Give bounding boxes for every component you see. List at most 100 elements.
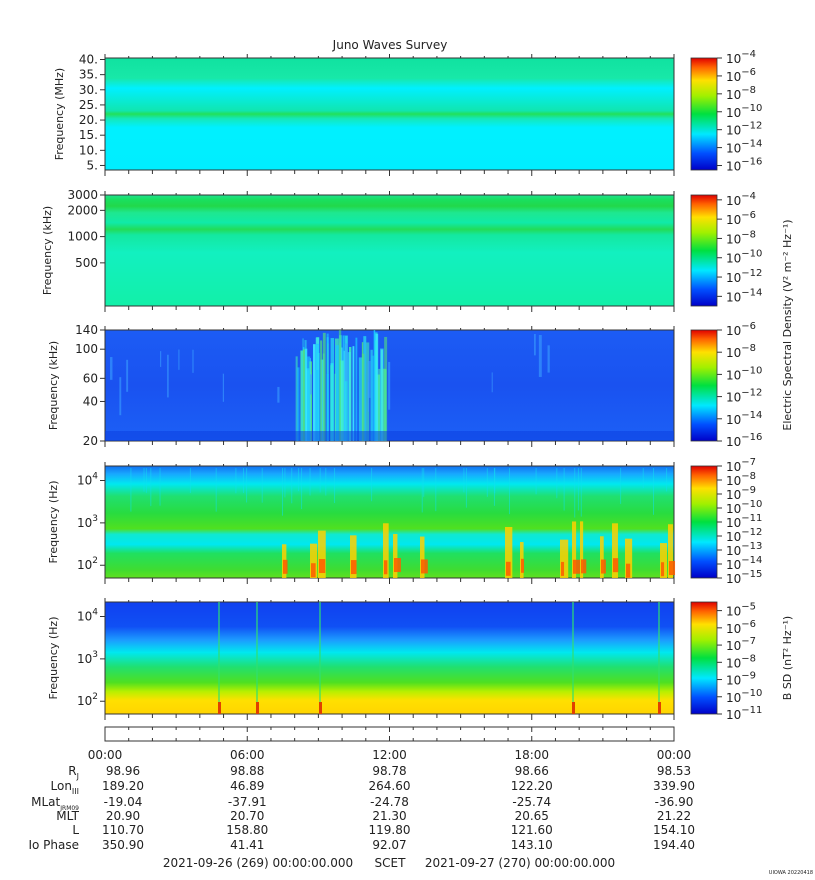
faint-streak <box>119 377 122 416</box>
emission-core <box>506 561 511 576</box>
emission-patch <box>580 521 584 578</box>
spike-base <box>256 702 259 714</box>
hiss-streak <box>334 468 336 504</box>
ephemeris-row-label: Io Phase <box>28 838 79 852</box>
ephemeris-table: RJ 98.96 98.88 98.78 98.66 98.53 LonIII 189.20 4… <box>28 764 695 852</box>
hiss-streak <box>508 468 510 515</box>
hiss-streak <box>423 468 425 497</box>
hiss-streak <box>325 468 327 496</box>
burst-streak <box>317 352 320 441</box>
y-tick-label: 103 <box>77 650 98 666</box>
ephemeris-value: 122.20 <box>511 779 553 793</box>
hiss-streak <box>574 468 576 518</box>
hiss-streak <box>580 468 582 517</box>
y-tick-label: 20 <box>83 434 98 448</box>
y-tick-label: 25. <box>79 98 98 112</box>
ephemeris-value: 21.22 <box>657 809 691 823</box>
y-tick-label: 100 <box>75 342 98 356</box>
hiss-streak <box>159 468 161 506</box>
hiss-streak <box>486 468 488 497</box>
burst-streak <box>338 330 342 441</box>
colorbar <box>690 601 718 715</box>
faint-streak <box>167 354 169 398</box>
burst-streak <box>300 350 304 441</box>
hiss-streak <box>535 468 537 495</box>
emission-patch <box>560 539 569 578</box>
colorbar-tick-label: 10−6 <box>726 321 756 338</box>
hiss-streak <box>319 468 321 493</box>
ephemeris-row-label: L <box>72 823 79 837</box>
hiss-streak <box>284 468 286 498</box>
burst-streak <box>355 337 358 441</box>
hiss-streak <box>494 468 496 494</box>
panels: 5.10.15.20.25.30.35.40. Frequency (MHz) 10… <box>41 49 762 722</box>
low-band <box>105 431 674 441</box>
ephemeris-value: 121.60 <box>511 823 553 837</box>
y-tick-label: 140 <box>75 323 98 337</box>
emission-patch <box>600 536 604 578</box>
hiss-streak <box>652 468 654 515</box>
burst-streak <box>295 356 298 441</box>
emission-core <box>521 558 525 573</box>
y-tick-label: 60 <box>83 371 98 385</box>
ephemeris-value: 92.07 <box>372 838 406 852</box>
y-tick-label: 5. <box>87 158 98 172</box>
time-tick-label: 12:00 <box>372 748 407 762</box>
ephemeris-value: 41.41 <box>230 838 264 852</box>
emission-patch <box>505 527 513 578</box>
burst-streak <box>347 352 351 441</box>
colorbar-tick-label: 10−7 <box>726 636 756 653</box>
ephemeris-value: -36.90 <box>655 795 694 809</box>
time-tick-label: 00:00 <box>88 748 123 762</box>
y-tick-label: 2000 <box>67 203 98 217</box>
hiss-streak <box>371 468 373 502</box>
colorbar-tick-label: 10−4 <box>726 191 756 208</box>
hiss-streak <box>243 468 245 493</box>
spectrogram-low-frequency-e <box>105 466 674 578</box>
colorbar-tick-label: 10−11 <box>726 705 762 722</box>
emission-patch <box>625 538 633 578</box>
colorbar-tick-label: 10−11 <box>726 513 762 530</box>
ephemeris-value: 98.88 <box>230 764 264 778</box>
spike-base <box>572 702 575 714</box>
colorbar <box>690 329 718 442</box>
hiss-streak <box>130 468 132 512</box>
ephemeris-value: 20.90 <box>106 809 140 823</box>
ephemeris-value: 98.53 <box>657 764 691 778</box>
faint-streak <box>178 349 180 370</box>
emission-core <box>394 558 401 573</box>
y-tick-label: 10. <box>79 143 98 157</box>
emission-core <box>613 558 619 573</box>
faint-streak <box>538 335 542 377</box>
colorbar-tick-label: 10−12 <box>726 527 762 544</box>
hiss-streak <box>301 468 303 510</box>
ephemeris-row-label: LonIII <box>51 779 80 796</box>
colorbar-tick-label: 10−8 <box>726 343 756 360</box>
spike-base <box>658 702 661 714</box>
burst-streak <box>307 356 311 441</box>
ephemeris-value: 98.78 <box>372 764 406 778</box>
colorbar-tick-label: 10−10 <box>726 249 762 266</box>
ephemeris-value: -19.04 <box>104 795 143 809</box>
ephemeris-value: 143.10 <box>511 838 553 852</box>
y-tick-label: 15. <box>79 128 98 142</box>
hiss-streak <box>150 468 152 507</box>
emission-core <box>351 560 357 575</box>
y-tick-label: 40. <box>79 53 98 67</box>
y-tick-label: 30. <box>79 83 98 97</box>
y-tick-label: 3000 <box>67 188 98 202</box>
y-tick-label: 104 <box>77 608 98 624</box>
panel-high-frequency: 5.10.15.20.25.30.35.40. Frequency (MHz) 10… <box>53 49 762 176</box>
panel-features <box>105 330 676 714</box>
b-field-spikes <box>218 602 661 714</box>
y-axis-label: Frequency (kHz) <box>47 341 60 430</box>
hiss-streak <box>666 468 668 492</box>
colorbar-tick-label: 10−6 <box>726 619 756 636</box>
ephemeris-value: 154.10 <box>653 823 695 837</box>
y-tick-label: 20. <box>79 113 98 127</box>
burst-streak <box>384 336 388 441</box>
y-axis-label: Frequency (kHz) <box>41 206 54 295</box>
faint-streak <box>344 343 348 382</box>
ephemeris-value: 339.90 <box>653 779 695 793</box>
